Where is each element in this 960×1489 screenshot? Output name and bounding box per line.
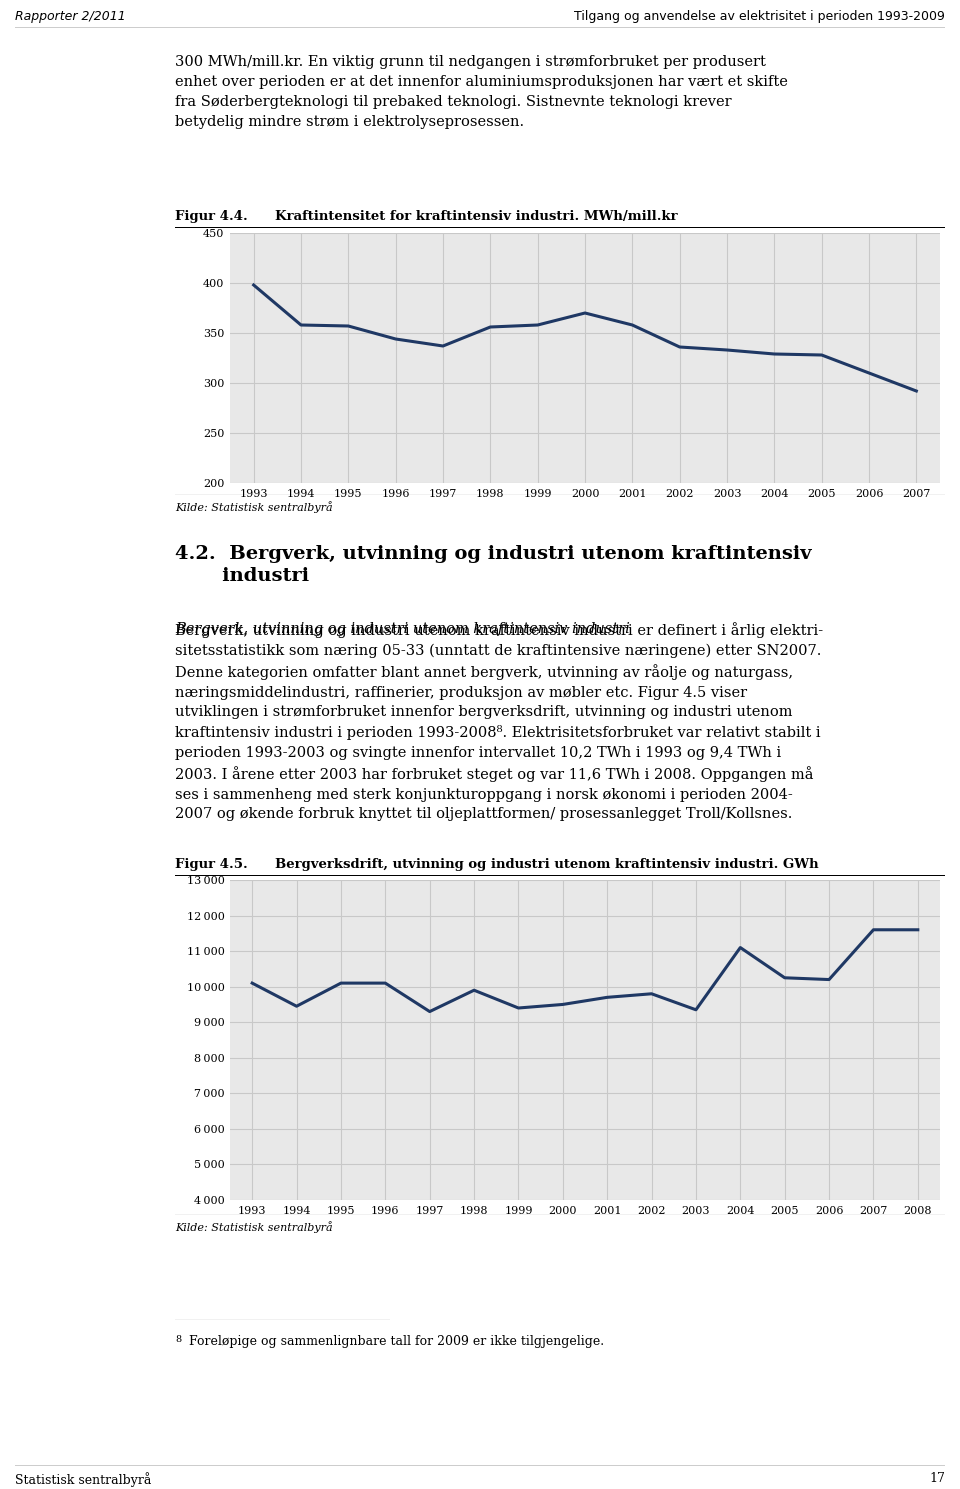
Text: 4.2.  Bergverk, utvinning og industri utenom kraftintensiv: 4.2. Bergverk, utvinning og industri ute… [175, 545, 811, 563]
Text: Statistisk sentralbyrå: Statistisk sentralbyrå [15, 1473, 152, 1488]
Text: Tilgang og anvendelse av elektrisitet i perioden 1993-2009: Tilgang og anvendelse av elektrisitet i … [574, 10, 945, 22]
Text: Kraftintensitet for kraftintensiv industri. MWh/mill.kr: Kraftintensitet for kraftintensiv indust… [275, 210, 678, 223]
Text: industri: industri [175, 567, 309, 585]
Text: Kilde: Statistisk sentralbyrå: Kilde: Statistisk sentralbyrå [175, 1221, 332, 1233]
Text: Bergverk, utvinning og industri utenom kraftintensiv industri: Bergverk, utvinning og industri utenom k… [175, 622, 630, 636]
Text: Kilde: Statistisk sentralbyrå: Kilde: Statistisk sentralbyrå [175, 500, 332, 512]
Text: 8: 8 [175, 1336, 181, 1345]
Text: 300 MWh/mill.kr. En viktig grunn til nedgangen i strømforbruket per produsert
en: 300 MWh/mill.kr. En viktig grunn til ned… [175, 55, 788, 130]
Text: Rapporter 2/2011: Rapporter 2/2011 [15, 10, 126, 22]
Text: Bergverksdrift, utvinning og industri utenom kraftintensiv industri. GWh: Bergverksdrift, utvinning og industri ut… [275, 858, 819, 871]
Text: Foreløpige og sammenlignbare tall for 2009 er ikke tilgjengelige.: Foreløpige og sammenlignbare tall for 20… [185, 1336, 604, 1348]
Text: ​Bergverk, utvinning og industri utenom kraftintensiv industri er definert i årl: ​Bergverk, utvinning og industri utenom … [175, 622, 823, 820]
Text: Figur 4.4.: Figur 4.4. [175, 210, 248, 223]
Text: 17: 17 [929, 1473, 945, 1485]
Text: Figur 4.5.: Figur 4.5. [175, 858, 248, 871]
